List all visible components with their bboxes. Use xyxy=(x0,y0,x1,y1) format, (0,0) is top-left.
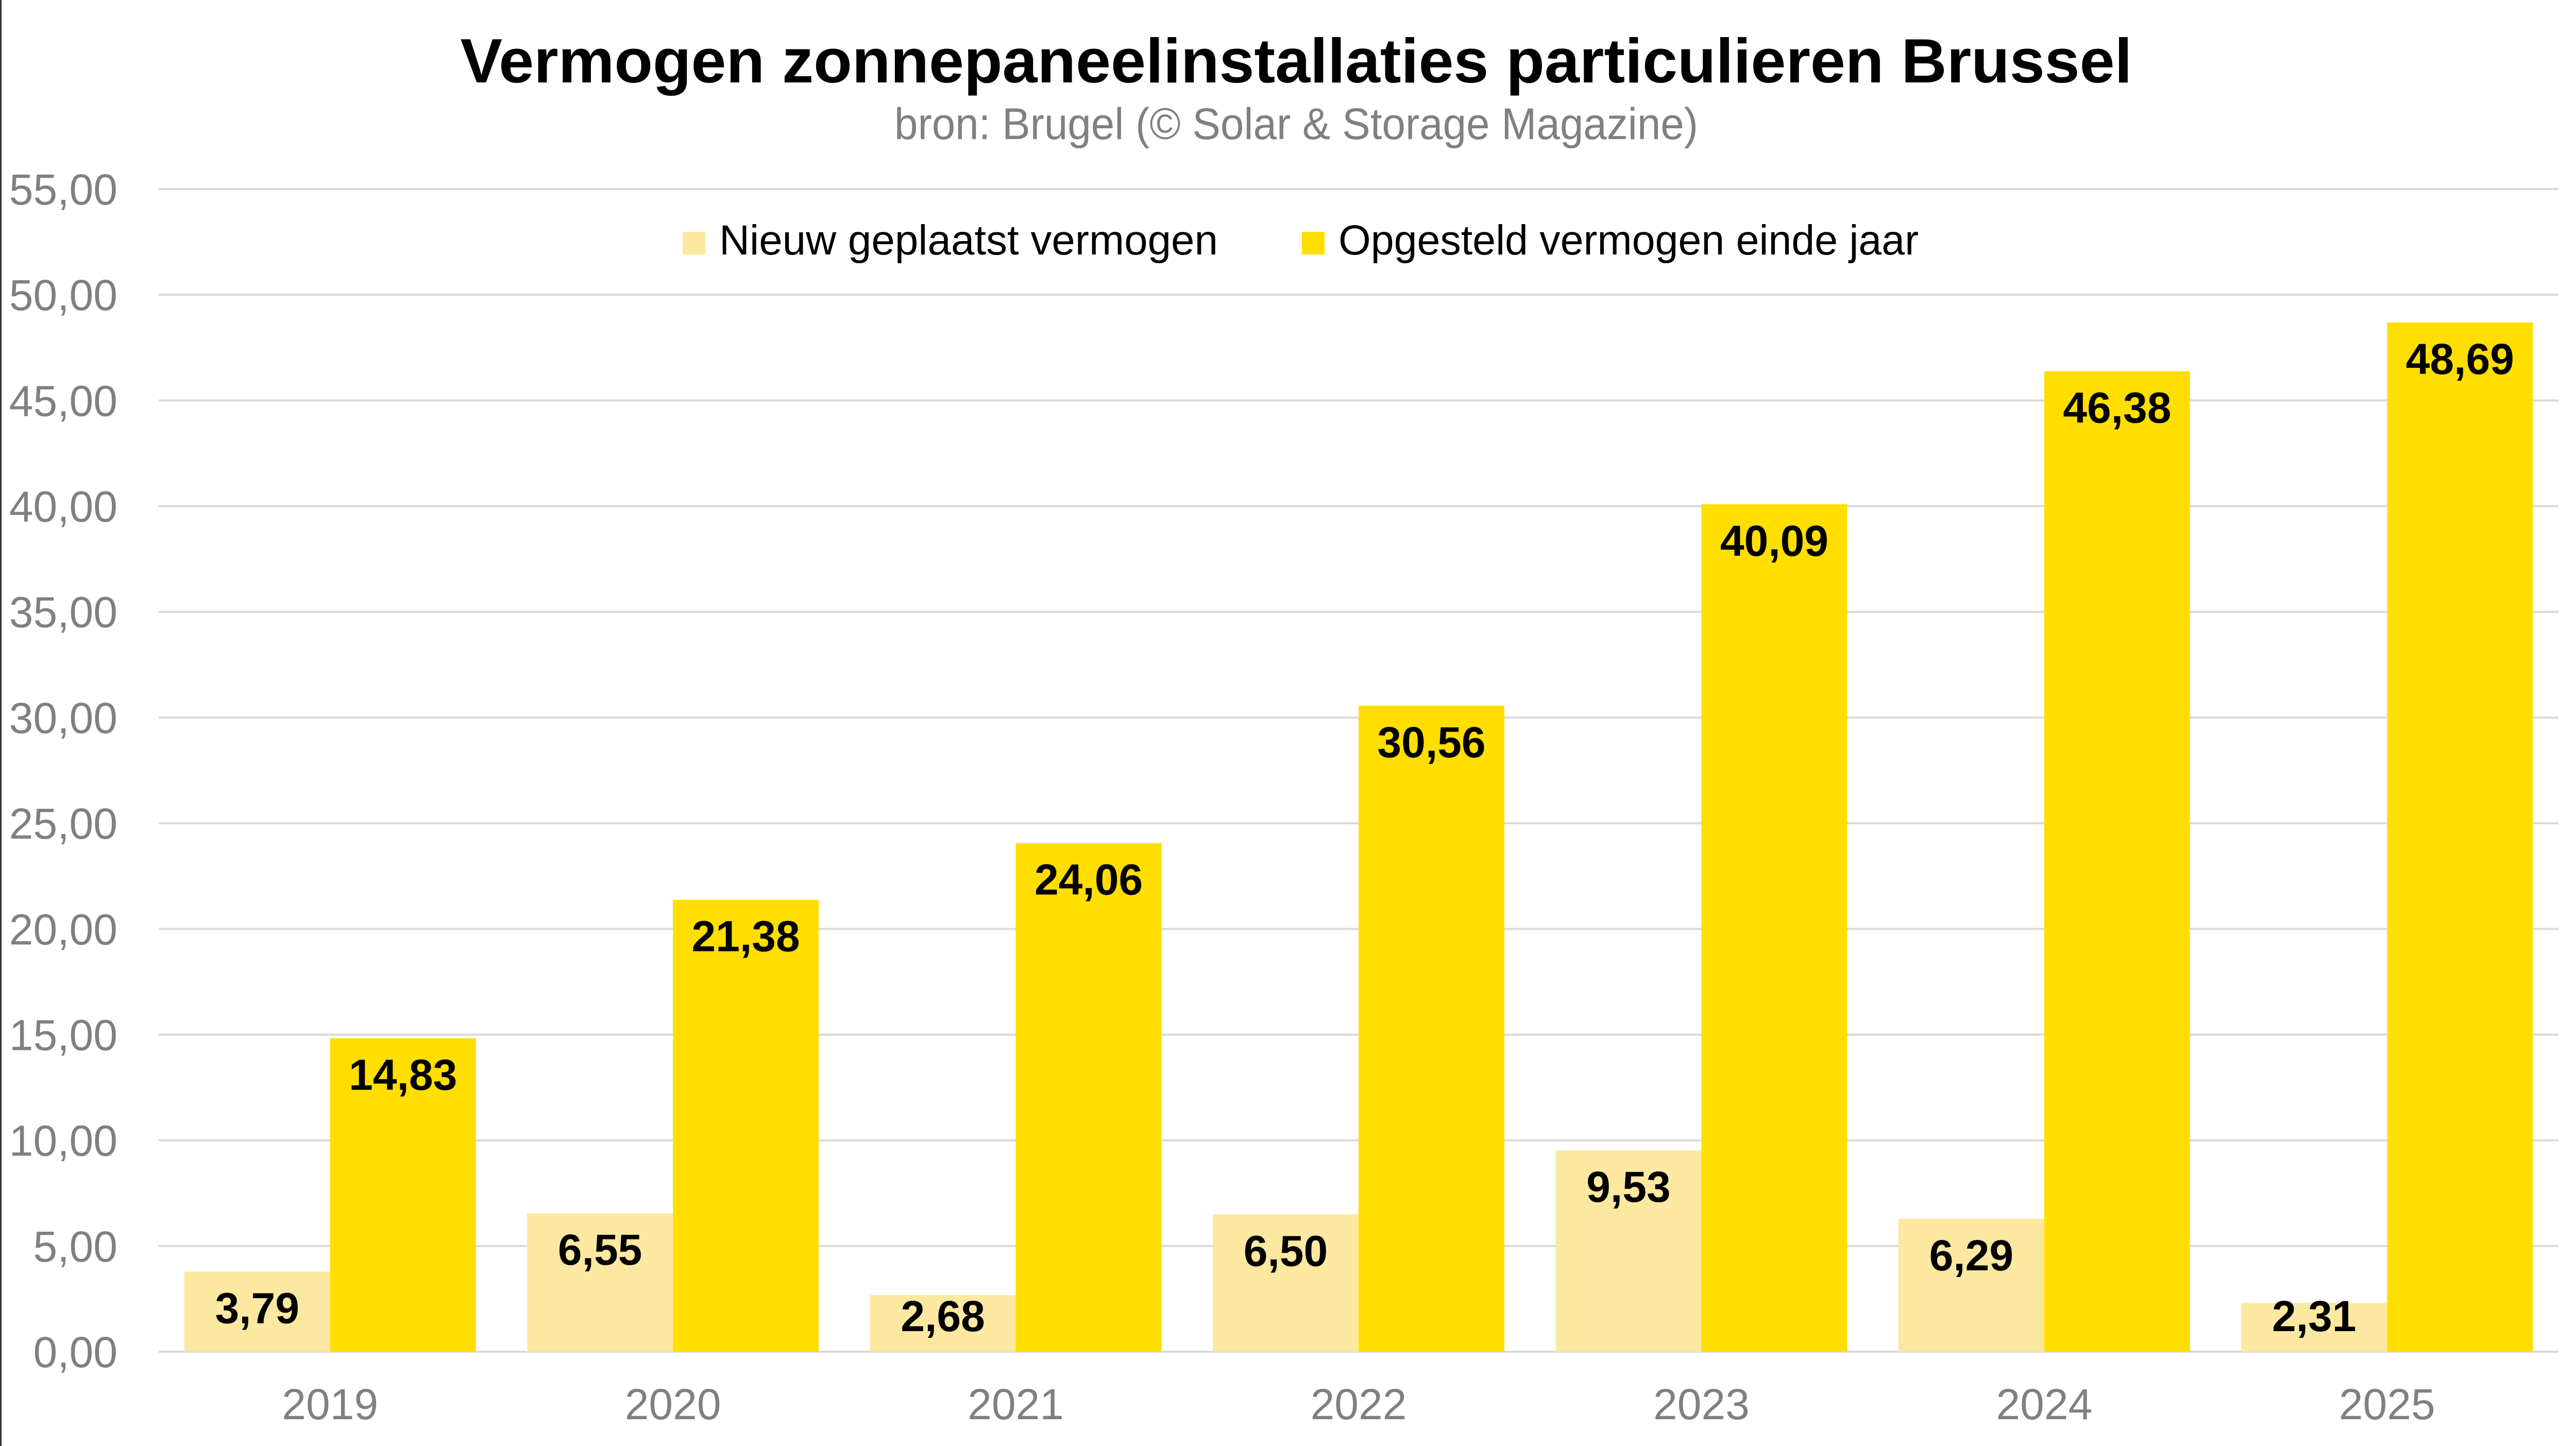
data-label: 21,38 xyxy=(692,912,800,961)
y-tick-label: 0,00 xyxy=(33,1328,118,1376)
y-tick-label: 25,00 xyxy=(9,799,117,848)
data-label: 2,31 xyxy=(2272,1292,2357,1340)
bars xyxy=(184,322,2533,1352)
legend-item-nieuw[interactable]: Nieuw geplaatst vermogen xyxy=(683,217,1218,264)
bar xyxy=(184,1271,330,1352)
bar xyxy=(870,1295,1016,1352)
bar xyxy=(2241,1303,2387,1352)
legend: Nieuw geplaatst vermogen Opgesteld vermo… xyxy=(683,217,1919,264)
x-tick-label: 2019 xyxy=(282,1380,378,1428)
y-tick-label: 20,00 xyxy=(9,905,117,954)
bar xyxy=(1555,1150,1702,1352)
y-axis-ticks: 0,00 5,00 10,00 15,00 20,00 25,00 30,00 35,00 40… xyxy=(9,165,117,1376)
x-tick-label: 2024 xyxy=(1996,1380,2092,1428)
bar xyxy=(1015,843,1162,1352)
bar xyxy=(527,1213,673,1352)
bar xyxy=(1898,1218,2044,1352)
y-tick-label: 50,00 xyxy=(9,271,117,319)
data-label: 48,69 xyxy=(2406,335,2514,383)
bar xyxy=(330,1038,476,1352)
y-tick-label: 15,00 xyxy=(9,1011,117,1059)
data-label: 6,29 xyxy=(1929,1231,2014,1280)
chart-subtitle: bron: Brugel (© Solar & Storage Magazine… xyxy=(894,99,1698,149)
bar xyxy=(1213,1214,1359,1352)
y-tick-label: 35,00 xyxy=(9,588,117,637)
bar xyxy=(1701,504,1848,1352)
data-label: 3,79 xyxy=(215,1284,299,1332)
x-tick-label: 2020 xyxy=(625,1380,721,1428)
data-labels: 3,79 6,55 2,68 6,50 9,53 6,29 2,31 14,83 21,38 24… xyxy=(215,335,2514,1340)
left-border xyxy=(0,0,2,1446)
y-tick-label: 10,00 xyxy=(9,1117,117,1165)
y-tick-label: 40,00 xyxy=(9,483,117,531)
x-tick-label: 2022 xyxy=(1311,1380,1407,1428)
data-label: 14,83 xyxy=(349,1050,457,1099)
bar xyxy=(2387,322,2533,1352)
y-tick-label: 30,00 xyxy=(9,694,117,742)
legend-label-opgesteld: Opgesteld vermogen einde jaar xyxy=(1338,217,1919,264)
y-tick-label: 5,00 xyxy=(33,1222,118,1271)
bar xyxy=(2044,371,2190,1352)
data-label: 30,56 xyxy=(1377,718,1485,767)
data-label: 6,50 xyxy=(1244,1227,1328,1275)
legend-swatch-nieuw xyxy=(683,232,705,254)
x-tick-label: 2021 xyxy=(968,1380,1064,1428)
legend-swatch-opgesteld xyxy=(1302,232,1325,254)
legend-label-nieuw: Nieuw geplaatst vermogen xyxy=(719,217,1218,264)
y-tick-label: 45,00 xyxy=(9,377,117,425)
chart-title: Vermogen zonnepaneelinstallaties particu… xyxy=(461,26,2132,96)
bar xyxy=(673,899,819,1352)
x-tick-label: 2025 xyxy=(2339,1380,2435,1428)
data-label: 40,09 xyxy=(1720,517,1828,565)
legend-item-opgesteld[interactable]: Opgesteld vermogen einde jaar xyxy=(1302,217,1919,264)
bar xyxy=(1359,705,1504,1352)
data-label: 6,55 xyxy=(558,1226,642,1274)
data-label: 2,68 xyxy=(901,1292,985,1340)
x-tick-label: 2023 xyxy=(1653,1380,1750,1428)
x-axis-ticks: 2019 2020 2021 2022 2023 2024 2025 xyxy=(282,1380,2435,1428)
y-tick-label: 55,00 xyxy=(9,165,117,214)
data-label: 9,53 xyxy=(1586,1163,1671,1211)
data-label: 24,06 xyxy=(1035,856,1143,904)
data-label: 46,38 xyxy=(2063,384,2171,432)
